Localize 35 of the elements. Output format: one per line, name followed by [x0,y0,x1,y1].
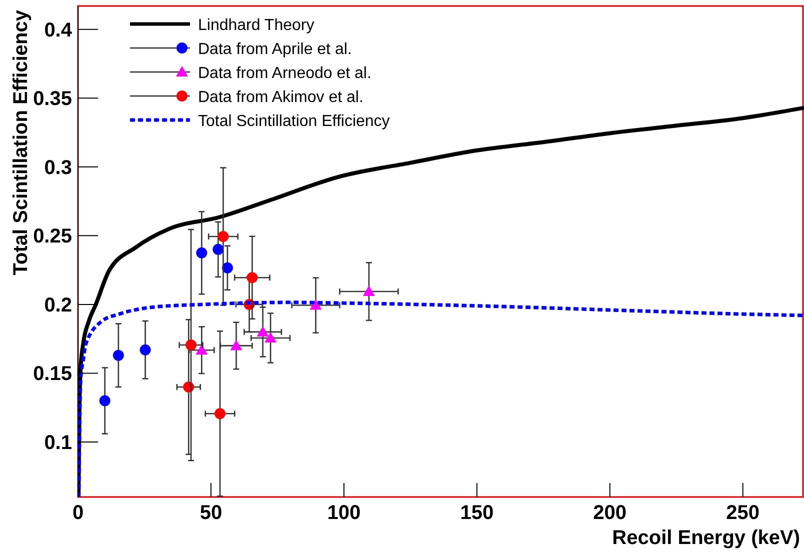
point [230,340,242,350]
point [196,247,208,258]
legend-label: Total Scintillation Efficiency [198,113,390,130]
point [214,408,226,420]
x-axis-title: Recoil Energy (keV) [612,527,800,549]
legend-label: Data from Arneodo et al. [198,65,372,82]
y-tick-label: 0.25 [33,226,72,248]
point [212,244,224,255]
y-tick-label: 0.1 [44,432,72,454]
y-tick-label: 0.35 [33,88,72,110]
point [264,332,277,343]
x-tick-label: 100 [327,502,361,524]
legend-label: Data from Akimov et al. [198,89,364,106]
point [186,340,197,351]
point [310,299,322,310]
y-tick-label: 0.3 [44,156,72,179]
x-tick-label: 0 [72,502,84,524]
y-tick-label: 0.2 [44,294,72,316]
y-axis-title: Total Scintillation Efficiency [10,9,32,276]
point [140,344,151,356]
legend-label: Lindhard Theory [198,17,314,34]
point [99,395,110,406]
x-tick-label: 250 [726,502,760,524]
line-series [78,300,804,497]
point [256,326,269,336]
x-tick-label: 150 [460,502,494,524]
point [362,286,375,296]
point [196,344,208,355]
legend-label: Data from Aprile et al. [198,41,352,58]
y-tick-label: 0.4 [44,19,73,42]
x-tick-label: 50 [200,502,222,524]
point [218,231,229,242]
y-tick-label: 0.15 [33,363,72,386]
point [112,350,124,361]
x-tick-label: 200 [593,502,627,524]
